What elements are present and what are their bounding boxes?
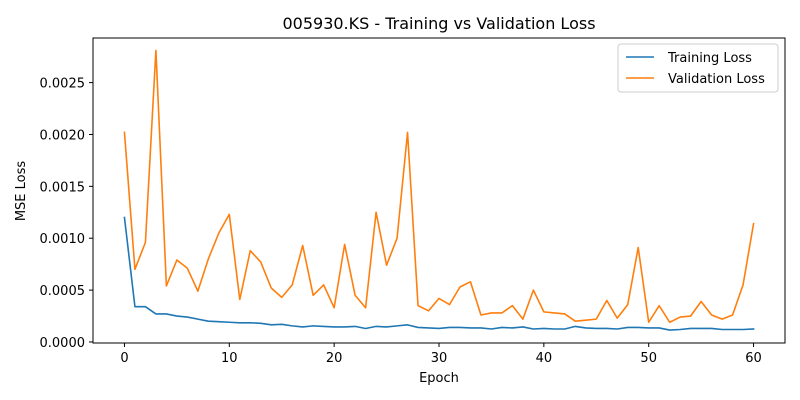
legend: Training Loss Validation Loss	[617, 43, 779, 93]
series-line-validation-loss	[123, 49, 755, 324]
y-tick-label: 0.0000	[40, 336, 86, 351]
y-tick-label: 0.0005	[40, 284, 86, 299]
y-tick-label: 0.0015	[40, 180, 86, 195]
legend-box	[617, 43, 779, 93]
y-tick-label: 0.0010	[40, 232, 86, 247]
x-tick-label: 0	[120, 351, 128, 366]
x-tick-label: 60	[745, 351, 762, 366]
x-axis-label: Epoch	[419, 371, 459, 386]
x-tick-label: 30	[431, 351, 448, 366]
x-tick-label: 40	[536, 351, 553, 366]
legend-label: Validation Loss	[668, 72, 765, 87]
y-axis-label: MSE Loss	[14, 161, 29, 222]
plot-area: 0 10 20 30 40 50 60 0.0000 0.0005 0.0010 0.0015 0.0…	[40, 37, 786, 366]
x-tick-label: 50	[640, 351, 657, 366]
y-tick-label: 0.0025	[40, 77, 86, 92]
x-tick-label: 10	[221, 351, 238, 366]
series-line-training-loss	[123, 216, 755, 331]
chart-title: 005930.KS - Training vs Validation Loss	[282, 14, 595, 33]
legend-label: Training Loss	[667, 51, 752, 66]
x-tick-label: 20	[326, 351, 343, 366]
y-tick-label: 0.0020	[40, 128, 86, 143]
